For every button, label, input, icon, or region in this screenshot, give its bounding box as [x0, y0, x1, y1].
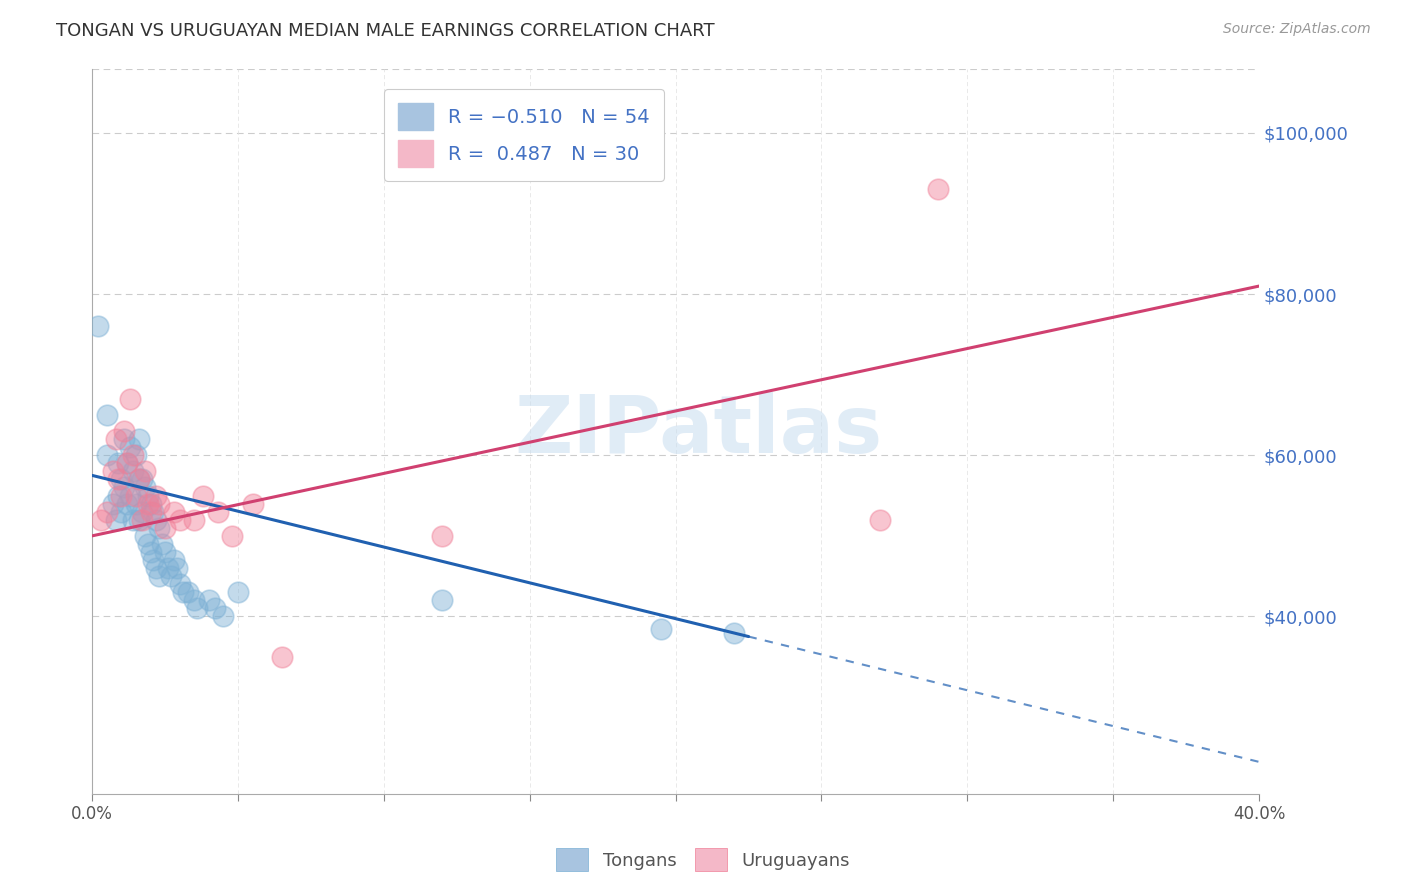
Point [145, 513, 167, 527]
Point [432, 529, 454, 543]
Point [163, 505, 186, 519]
Point [142, 553, 165, 567]
Point [112, 481, 135, 495]
Point [107, 456, 129, 470]
Point [104, 513, 127, 527]
Point [96, 505, 118, 519]
Point [270, 649, 292, 664]
Point [183, 513, 205, 527]
Point [90, 513, 112, 527]
Point [650, 622, 672, 636]
Point [131, 472, 153, 486]
Point [128, 472, 150, 486]
Text: TONGAN VS URUGUAYAN MEDIAN MALE EARNINGS CORRELATION CHART: TONGAN VS URUGUAYAN MEDIAN MALE EARNINGS… [56, 22, 714, 40]
Point [169, 513, 191, 527]
Point [107, 472, 129, 486]
Point [869, 513, 891, 527]
Point [142, 505, 165, 519]
Point [148, 569, 170, 583]
Point [186, 601, 208, 615]
Point [125, 489, 148, 503]
Point [153, 545, 176, 559]
Point [134, 481, 156, 495]
Point [145, 489, 167, 503]
Point [128, 472, 150, 486]
Point [145, 561, 167, 575]
Point [191, 489, 214, 503]
Point [177, 585, 200, 599]
Point [122, 464, 145, 478]
Point [153, 521, 176, 535]
Point [125, 448, 148, 462]
Point [139, 545, 162, 559]
Point [432, 593, 454, 607]
Point [172, 585, 194, 599]
Point [115, 456, 138, 470]
Point [112, 432, 135, 446]
Point [160, 569, 183, 583]
Point [204, 601, 226, 615]
Point [136, 537, 159, 551]
Point [207, 505, 229, 519]
Point [134, 464, 156, 478]
Point [148, 521, 170, 535]
Point [157, 561, 180, 575]
Point [136, 497, 159, 511]
Point [136, 489, 159, 503]
Point [96, 448, 118, 462]
Point [150, 537, 173, 551]
Point [96, 408, 118, 422]
Point [148, 497, 170, 511]
Point [110, 505, 132, 519]
Legend: Tongans, Uruguayans: Tongans, Uruguayans [548, 841, 858, 879]
Point [226, 585, 249, 599]
Point [723, 625, 745, 640]
Point [139, 505, 162, 519]
Point [242, 497, 264, 511]
Point [221, 529, 243, 543]
Point [125, 497, 148, 511]
Text: Source: ZipAtlas.com: Source: ZipAtlas.com [1223, 22, 1371, 37]
Legend: R = −0.510   N = 54, R =  0.487   N = 30: R = −0.510 N = 54, R = 0.487 N = 30 [384, 89, 664, 181]
Point [115, 497, 138, 511]
Point [104, 432, 127, 446]
Point [107, 489, 129, 503]
Point [183, 593, 205, 607]
Point [198, 593, 221, 607]
Point [163, 553, 186, 567]
Point [166, 561, 188, 575]
Point [134, 529, 156, 543]
Point [112, 424, 135, 438]
Point [110, 489, 132, 503]
Point [212, 609, 235, 624]
Point [120, 489, 142, 503]
Point [139, 497, 162, 511]
Point [110, 472, 132, 486]
Point [120, 392, 142, 406]
Point [101, 464, 124, 478]
Point [122, 513, 145, 527]
Point [101, 497, 124, 511]
Point [927, 182, 949, 196]
Point [169, 577, 191, 591]
Point [128, 513, 150, 527]
Point [128, 432, 150, 446]
Point [131, 513, 153, 527]
Point [122, 448, 145, 462]
Text: ZIPatlas: ZIPatlas [515, 392, 883, 470]
Point [115, 456, 138, 470]
Point [131, 505, 153, 519]
Point [87, 319, 110, 334]
Point [120, 440, 142, 454]
